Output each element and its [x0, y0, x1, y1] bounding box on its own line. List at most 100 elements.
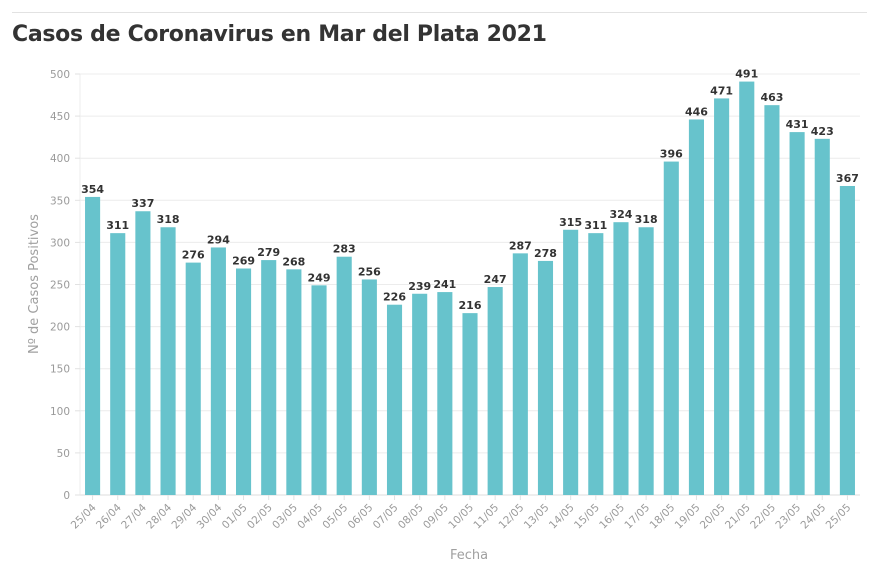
x-tick-label: 14/05: [547, 502, 577, 532]
bar[interactable]: [386, 304, 403, 495]
bar[interactable]: [336, 256, 352, 495]
bar[interactable]: [210, 247, 226, 495]
data-label: 337: [131, 197, 154, 210]
bar[interactable]: [789, 132, 805, 495]
y-tick-label: 450: [50, 111, 70, 123]
data-label: 446: [685, 105, 708, 118]
y-tick-label: 200: [50, 322, 70, 334]
x-tick-label: 16/05: [597, 502, 627, 532]
data-label: 241: [433, 278, 456, 291]
x-tick-label: 17/05: [622, 502, 652, 532]
top-divider: [12, 12, 867, 13]
x-tick-label: 28/04: [144, 501, 174, 531]
data-label: 315: [559, 216, 582, 229]
bar[interactable]: [638, 227, 654, 495]
value-labels: 3543113373182762942692792682492832562262…: [81, 68, 859, 313]
bar[interactable]: [688, 119, 704, 495]
x-tick-label: 09/05: [421, 502, 451, 532]
y-tick-label: 100: [50, 406, 70, 418]
data-label: 216: [459, 299, 482, 312]
data-label: 463: [760, 91, 783, 104]
data-label: 294: [207, 233, 230, 246]
bar[interactable]: [110, 233, 126, 495]
x-tick-label: 29/04: [169, 501, 199, 531]
bar[interactable]: [537, 260, 554, 495]
bar[interactable]: [286, 269, 302, 495]
x-axis-title: Fecha: [450, 548, 488, 563]
bar[interactable]: [839, 185, 855, 495]
data-label: 318: [635, 213, 658, 226]
x-tick-label: 30/04: [195, 501, 225, 531]
chart-title: Casos de Coronavirus en Mar del Plata 20…: [12, 22, 547, 47]
x-tick-label: 10/05: [446, 502, 476, 532]
bar[interactable]: [512, 253, 528, 495]
bar[interactable]: [361, 279, 377, 495]
y-tick-label: 300: [50, 237, 70, 249]
data-label: 324: [609, 208, 632, 221]
x-tick-label: 27/04: [119, 501, 149, 531]
data-label: 283: [333, 243, 356, 256]
x-tick-label: 06/05: [346, 502, 376, 532]
x-tick-label: 25/05: [824, 502, 854, 532]
y-tick-label: 350: [50, 195, 70, 207]
x-tick-label: 26/04: [94, 501, 124, 531]
bar[interactable]: [462, 313, 478, 495]
x-tick-label: 02/05: [245, 502, 275, 532]
data-label: 431: [786, 118, 809, 131]
gridlines: [79, 73, 860, 496]
data-label: 249: [308, 271, 331, 284]
x-tick-label: 03/05: [270, 502, 300, 532]
x-tick-label: 20/05: [698, 502, 728, 532]
bar[interactable]: [311, 285, 327, 495]
data-label: 318: [157, 213, 180, 226]
bar[interactable]: [739, 81, 755, 495]
x-tick-label: 24/05: [798, 502, 828, 532]
data-label: 278: [534, 247, 557, 260]
data-label: 247: [484, 273, 507, 286]
bar[interactable]: [85, 196, 101, 495]
x-tick-label: 11/05: [471, 502, 501, 532]
y-tick-label: 400: [50, 153, 70, 165]
x-tick-label: 21/05: [723, 502, 753, 532]
x-tick-label: 04/05: [295, 502, 325, 532]
y-tick-label: 250: [50, 280, 70, 292]
bar[interactable]: [613, 222, 629, 495]
x-tick-label: 22/05: [748, 502, 778, 532]
bars: [85, 81, 855, 496]
data-label: 471: [710, 84, 733, 97]
bar[interactable]: [185, 262, 201, 495]
y-tick-label: 150: [50, 364, 70, 376]
bar[interactable]: [487, 287, 503, 495]
x-tick-label: 19/05: [673, 502, 703, 532]
bar[interactable]: [437, 292, 453, 495]
bar[interactable]: [714, 98, 730, 495]
x-axis-ticks: 25/0426/0427/0428/0429/0430/0401/0502/05…: [69, 495, 854, 532]
bar[interactable]: [764, 105, 780, 496]
bar[interactable]: [236, 268, 252, 495]
x-tick-label: 07/05: [371, 502, 401, 532]
data-label: 354: [81, 183, 104, 196]
bar[interactable]: [135, 211, 151, 495]
x-tick-label: 05/05: [320, 502, 350, 532]
x-tick-label: 12/05: [497, 502, 527, 532]
x-tick-label: 15/05: [572, 502, 602, 532]
bar[interactable]: [814, 138, 830, 496]
data-label: 396: [660, 148, 683, 161]
data-label: 226: [383, 291, 406, 304]
data-label: 423: [811, 125, 834, 138]
y-tick-label: 0: [63, 490, 70, 502]
bar[interactable]: [663, 161, 679, 495]
x-tick-label: 23/05: [773, 502, 803, 532]
bar[interactable]: [563, 229, 579, 495]
bar[interactable]: [412, 293, 428, 495]
data-label: 287: [509, 239, 532, 252]
x-tick-label: 18/05: [648, 502, 678, 532]
bar[interactable]: [588, 233, 604, 495]
x-tick-label: 25/04: [69, 501, 99, 531]
bar[interactable]: [160, 227, 176, 495]
data-label: 239: [408, 280, 431, 293]
y-axis-title: Nº de Casos Positivos: [27, 214, 42, 354]
bar[interactable]: [261, 260, 277, 495]
x-tick-label: 08/05: [396, 502, 426, 532]
